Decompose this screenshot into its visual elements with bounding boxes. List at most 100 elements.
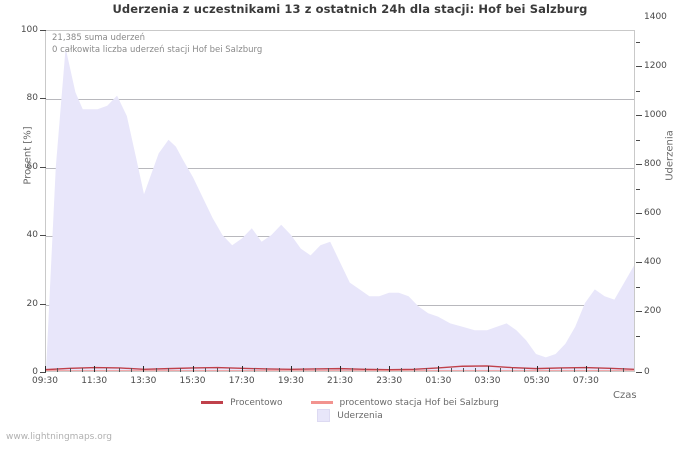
- legend-swatch-uderzenia: [317, 409, 331, 422]
- x-tick-label-01:30: 01:30: [425, 376, 452, 386]
- chart-series-svg: [46, 48, 634, 371]
- x-tickmark-11:30: [94, 366, 96, 372]
- y-left-tickmark-40: [40, 235, 46, 236]
- y-left-tick-40: 40: [26, 230, 38, 240]
- y-right-tickmark-400: [636, 262, 642, 263]
- x-tickmark-minor: [598, 368, 600, 372]
- legend-label-procentowo: Procentowo: [230, 397, 283, 408]
- x-tickmark-minor: [69, 368, 71, 372]
- x-tickmark-03:30: [487, 366, 489, 372]
- y-left-tick-60: 60: [26, 162, 38, 172]
- x-tickmark-minor: [167, 368, 169, 372]
- legend-item-procentowo-stacja[interactable]: procentowo stacja Hof bei Salzburg: [310, 397, 499, 408]
- x-tickmark-minor: [155, 368, 157, 372]
- y-axis-right-label: Uderzenia: [664, 130, 676, 181]
- x-tickmark-minor: [229, 368, 231, 372]
- x-tickmark-19:30: [290, 366, 292, 372]
- x-tickmark-minor: [524, 368, 526, 372]
- x-tick-label-17:30: 17:30: [228, 376, 255, 386]
- x-tickmark-minor: [253, 368, 255, 372]
- x-tickmark-minor: [512, 368, 514, 372]
- x-tick-label-13:30: 13:30: [130, 376, 157, 386]
- y-right-tick-1400: 1400: [644, 12, 667, 22]
- x-tickmark-minor: [622, 368, 624, 372]
- y-right-tick-1200: 1200: [644, 61, 667, 71]
- y-right-tick-200: 200: [644, 306, 662, 316]
- x-tickmark-minor: [401, 368, 403, 372]
- legend-item-uderzenia[interactable]: Uderzenia: [317, 409, 383, 422]
- x-tick-label-21:30: 21:30: [327, 376, 353, 386]
- x-tickmark-minor: [327, 368, 329, 372]
- y-left-tickmark-0: [40, 372, 46, 373]
- legend-item-procentowo[interactable]: Procentowo: [201, 397, 283, 408]
- x-tickmark-minor: [426, 368, 428, 372]
- x-tickmark-minor: [475, 368, 477, 372]
- x-tickmark-minor: [376, 368, 378, 372]
- legend-row-2: Uderzenia: [0, 409, 700, 422]
- x-tickmark-minor: [413, 368, 415, 372]
- y-right-tickmark-700: [636, 189, 640, 190]
- x-tickmark-minor: [106, 368, 108, 372]
- x-tickmark-05:30: [536, 366, 538, 372]
- y-right-tickmark-1300: [636, 42, 640, 43]
- y-right-tick-600: 600: [644, 208, 662, 218]
- y-right-tickmark-0: [636, 372, 642, 373]
- x-tickmark-15:30: [192, 366, 194, 372]
- y-right-tickmark-800: [636, 164, 642, 165]
- x-axis-label: Czas: [613, 390, 637, 401]
- x-tickmark-minor: [364, 368, 366, 372]
- x-tick-label-23:30: 23:30: [376, 376, 403, 386]
- x-tick-label-07:30: 07:30: [572, 376, 599, 386]
- area-series-uderzenia: [46, 48, 634, 371]
- x-tickmark-minor: [561, 368, 563, 372]
- x-tickmark-minor: [131, 368, 133, 372]
- x-tickmark-21:30: [340, 366, 341, 372]
- x-tickmark-minor: [610, 368, 612, 372]
- legend-label-procentowo-stacja: procentowo stacja Hof bei Salzburg: [339, 397, 499, 408]
- gridline-80: [46, 99, 634, 101]
- y-left-tick-20: 20: [26, 299, 38, 309]
- x-tickmark-minor: [217, 368, 219, 372]
- x-tickmark-minor: [450, 368, 452, 372]
- y-right-tickmark-900: [636, 140, 640, 141]
- x-tickmark-minor: [57, 368, 59, 372]
- x-tickmark-minor: [118, 368, 120, 372]
- x-tickmark-minor: [462, 368, 464, 372]
- x-tickmark-17:30: [241, 366, 243, 372]
- legend-swatch-procentowo-stacja: [310, 401, 333, 404]
- y-right-tickmark-1100: [636, 91, 640, 92]
- x-tickmark-minor: [548, 368, 550, 372]
- y-left-tickmark-20: [40, 304, 46, 305]
- y-left-tick-100: 100: [20, 25, 38, 35]
- x-tickmark-minor: [81, 368, 83, 372]
- x-tick-label-19:30: 19:30: [277, 376, 304, 386]
- y-left-tick-80: 80: [26, 93, 38, 103]
- x-tick-label-05:30: 05:30: [523, 376, 550, 386]
- x-tickmark-13:30: [143, 366, 145, 372]
- y-left-tick-0: 0: [32, 367, 38, 377]
- x-tickmark-minor: [204, 368, 206, 372]
- y-axis-left-label: Procent [%]: [22, 126, 34, 185]
- x-tickmark-minor: [266, 368, 268, 372]
- y-right-tickmark-1200: [636, 66, 642, 67]
- x-tickmark-01:30: [438, 366, 440, 372]
- annotation-total-strokes: 21,385 suma uderzeń: [52, 33, 146, 43]
- x-tickmark-07:30: [585, 366, 587, 372]
- x-tickmark-minor: [278, 368, 280, 372]
- x-tick-label-11:30: 11:30: [81, 376, 108, 386]
- y-left-tickmark-80: [40, 98, 46, 99]
- y-right-tickmark-1000: [636, 115, 642, 116]
- plot-area: 21,385 suma uderzeń 0 całkowita liczba u…: [45, 30, 635, 372]
- y-right-tickmark-300: [636, 287, 640, 288]
- x-tick-label-15:30: 15:30: [179, 376, 206, 386]
- x-tickmark-minor: [573, 368, 575, 372]
- x-tickmark-minor: [352, 368, 354, 372]
- legend-row-1: Procentowo procentowo stacja Hof bei Sal…: [0, 396, 700, 409]
- y-right-tickmark-200: [636, 311, 642, 312]
- watermark: www.lightningmaps.org: [6, 432, 112, 442]
- legend-label-uderzenia: Uderzenia: [337, 410, 383, 421]
- y-left-tickmark-60: [40, 167, 46, 168]
- gridline-40: [46, 236, 634, 238]
- x-tick-label-03:30: 03:30: [474, 376, 501, 386]
- y-right-tick-800: 800: [644, 159, 662, 169]
